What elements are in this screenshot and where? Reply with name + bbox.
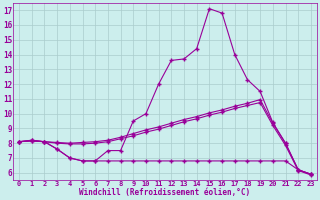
X-axis label: Windchill (Refroidissement éolien,°C): Windchill (Refroidissement éolien,°C) — [79, 188, 251, 197]
